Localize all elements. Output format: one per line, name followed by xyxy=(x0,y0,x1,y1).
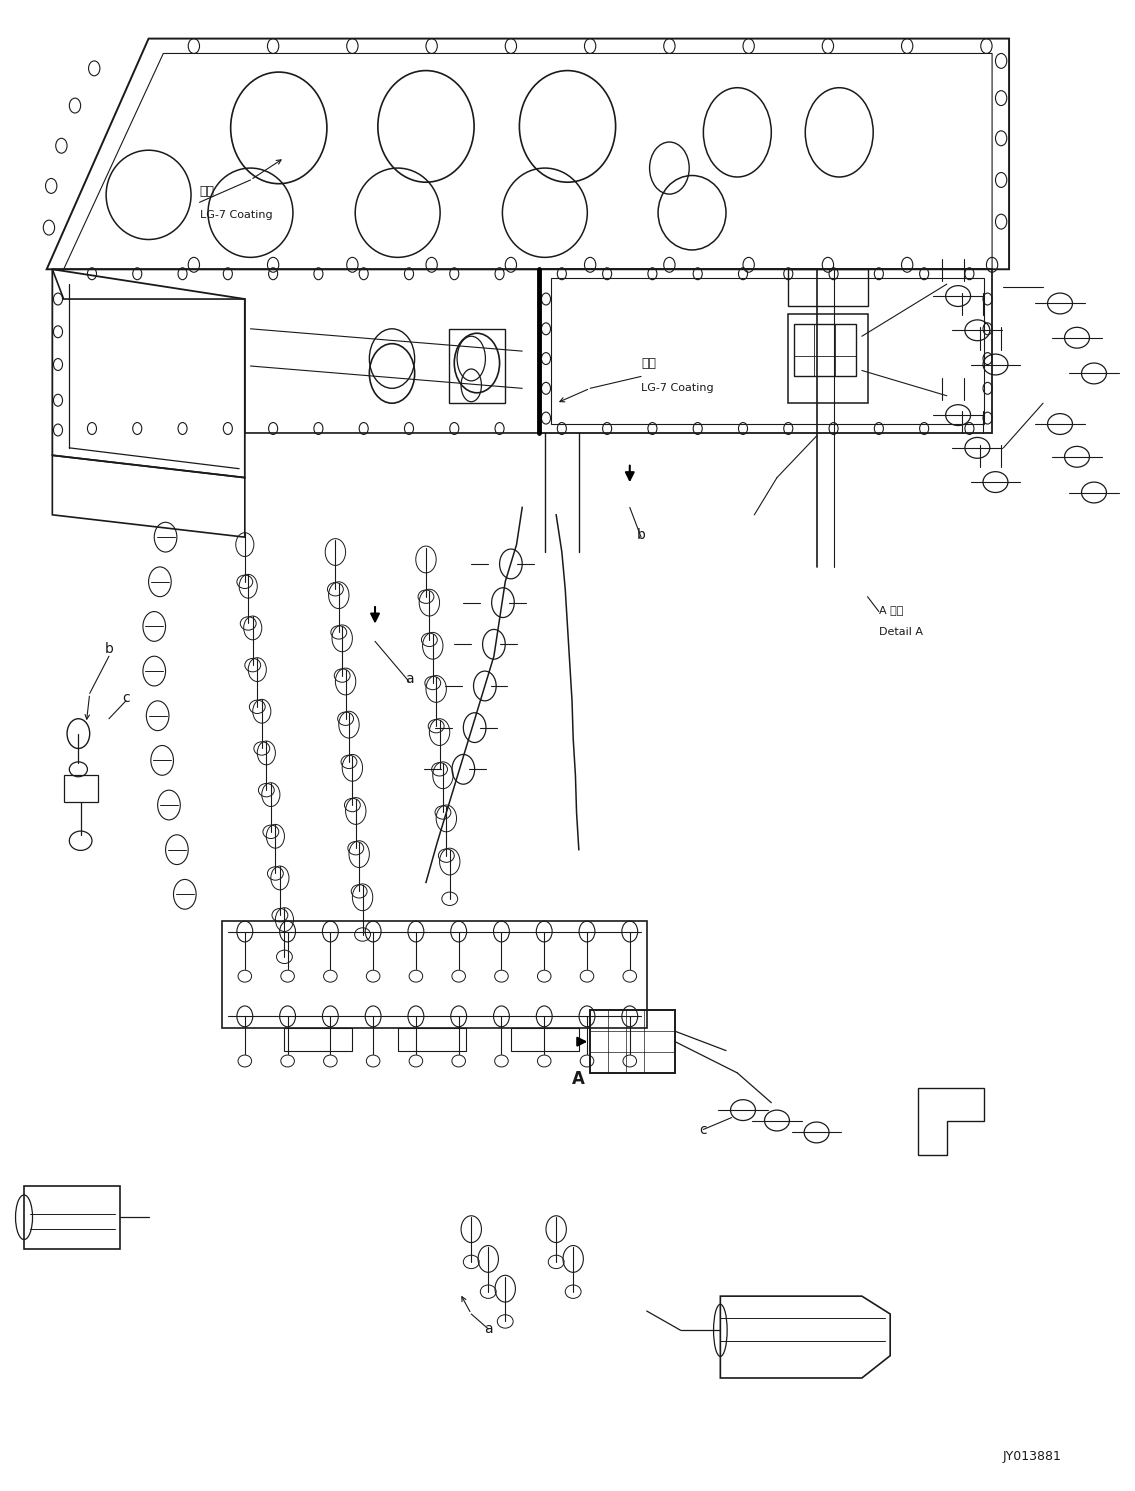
Text: c: c xyxy=(123,692,129,705)
Bar xyxy=(397,1029,465,1051)
Text: LG-7 Coating: LG-7 Coating xyxy=(641,383,714,392)
Text: JY013881: JY013881 xyxy=(1002,1449,1061,1463)
Bar xyxy=(789,270,867,307)
Bar xyxy=(285,1029,352,1051)
Text: b: b xyxy=(637,528,646,541)
Bar xyxy=(24,1185,120,1248)
Bar xyxy=(794,325,856,376)
Bar xyxy=(64,775,98,802)
Bar xyxy=(590,1011,675,1074)
Text: LG-7 Coating: LG-7 Coating xyxy=(200,210,272,221)
Text: Detail A: Detail A xyxy=(878,626,923,637)
Text: A: A xyxy=(572,1069,586,1088)
Text: a: a xyxy=(405,672,413,686)
Text: A 詳細: A 詳細 xyxy=(878,604,903,614)
Text: a: a xyxy=(484,1323,493,1336)
Text: b: b xyxy=(104,643,114,656)
Text: 塗布: 塗布 xyxy=(200,185,215,198)
Bar xyxy=(511,1029,579,1051)
Text: 塗布: 塗布 xyxy=(641,358,656,370)
Text: c: c xyxy=(699,1123,707,1138)
